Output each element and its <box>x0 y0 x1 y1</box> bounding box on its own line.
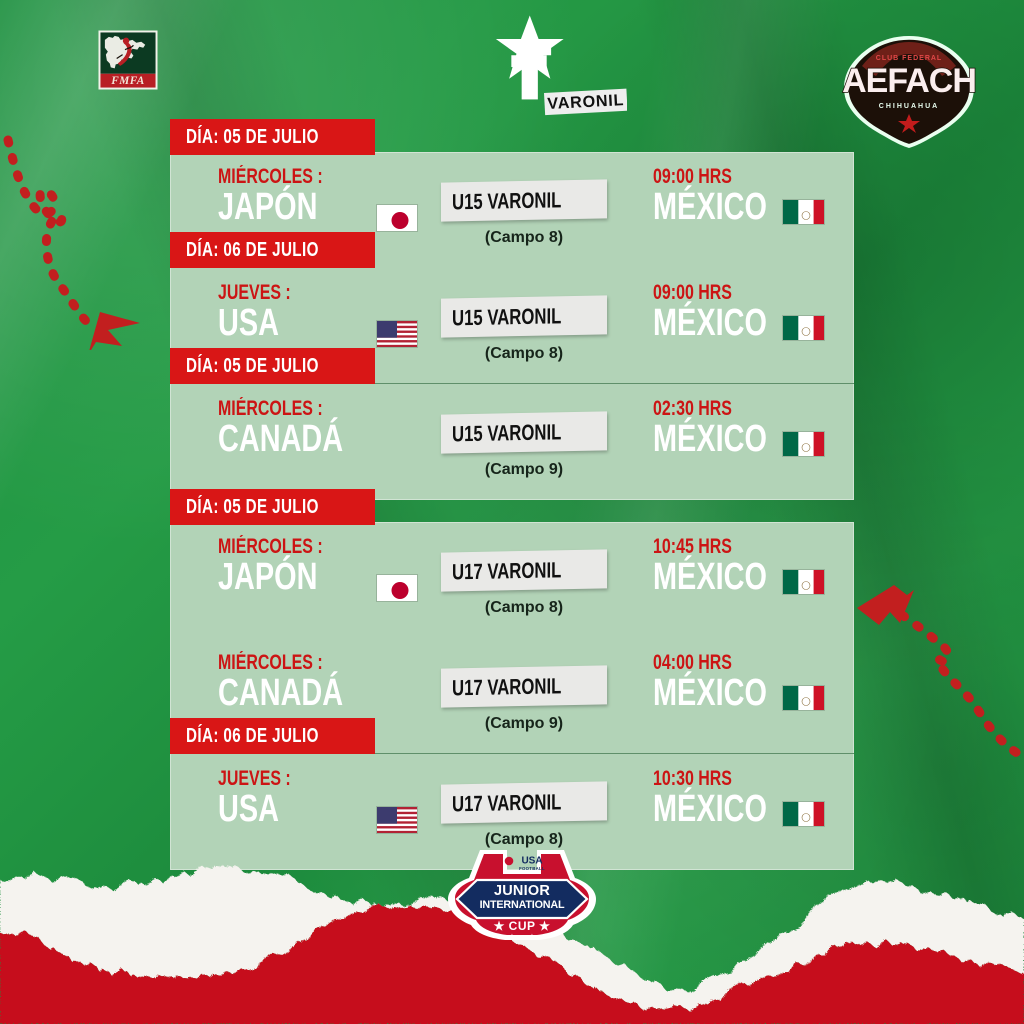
svg-text:FOOTBALL: FOOTBALL <box>519 866 545 871</box>
svg-text:CHIHUAHUA: CHIHUAHUA <box>879 103 939 110</box>
svg-text:FMFA: FMFA <box>110 75 145 87</box>
svg-text:INTERNATIONAL: INTERNATIONAL <box>480 899 565 911</box>
svg-text:CLUB FEDERAL: CLUB FEDERAL <box>876 55 942 62</box>
svg-text:JUNIOR: JUNIOR <box>494 883 550 899</box>
svg-text:★ CUP ★: ★ CUP ★ <box>494 919 551 933</box>
svg-text:USA: USA <box>521 856 542 867</box>
svg-text:AEFACH: AEFACH <box>842 62 976 100</box>
